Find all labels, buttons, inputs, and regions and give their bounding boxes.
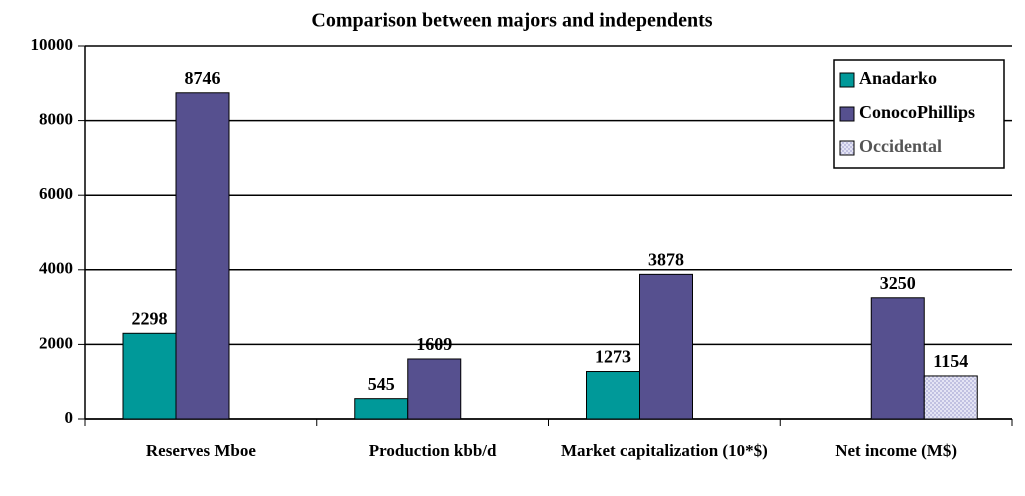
bar [407, 358, 462, 420]
value-label: 1154 [933, 351, 968, 371]
y-tick-label: 8000 [39, 110, 73, 129]
legend-swatch [839, 106, 855, 122]
y-tick-label: 0 [65, 408, 74, 427]
value-label: 1273 [595, 347, 631, 367]
legend-label: Anadarko [859, 68, 937, 88]
legend-box [833, 59, 1005, 169]
chart-title: Comparison between majors and independen… [311, 10, 712, 32]
bar [639, 273, 693, 420]
bar [870, 297, 925, 420]
x-tick-label: Market capitalization (10*$) [560, 441, 768, 460]
y-tick-label: 6000 [39, 184, 73, 203]
y-tick-label: 10000 [31, 35, 74, 54]
x-tick-label: Production kbb/d [368, 441, 497, 460]
legend-label: ConocoPhillips [859, 102, 975, 122]
value-label: 3878 [648, 249, 684, 269]
y-tick-label: 2000 [39, 333, 73, 352]
value-label: 2298 [132, 308, 168, 328]
y-tick-label: 4000 [39, 259, 73, 278]
x-tick-label: Reserves Mboe [145, 441, 256, 460]
bar [586, 371, 640, 420]
bar [122, 332, 177, 420]
legend-swatch [839, 72, 855, 88]
value-label: 8746 [185, 68, 221, 88]
value-label: 545 [368, 374, 395, 394]
bar [923, 375, 978, 420]
x-tick-label: Net income (M$) [835, 441, 958, 460]
legend-label: Occidental [859, 136, 942, 156]
value-label: 1609 [416, 334, 452, 354]
legend-swatch [839, 140, 855, 156]
bar [354, 398, 409, 420]
bar [175, 92, 230, 420]
value-label: 3250 [880, 273, 916, 293]
